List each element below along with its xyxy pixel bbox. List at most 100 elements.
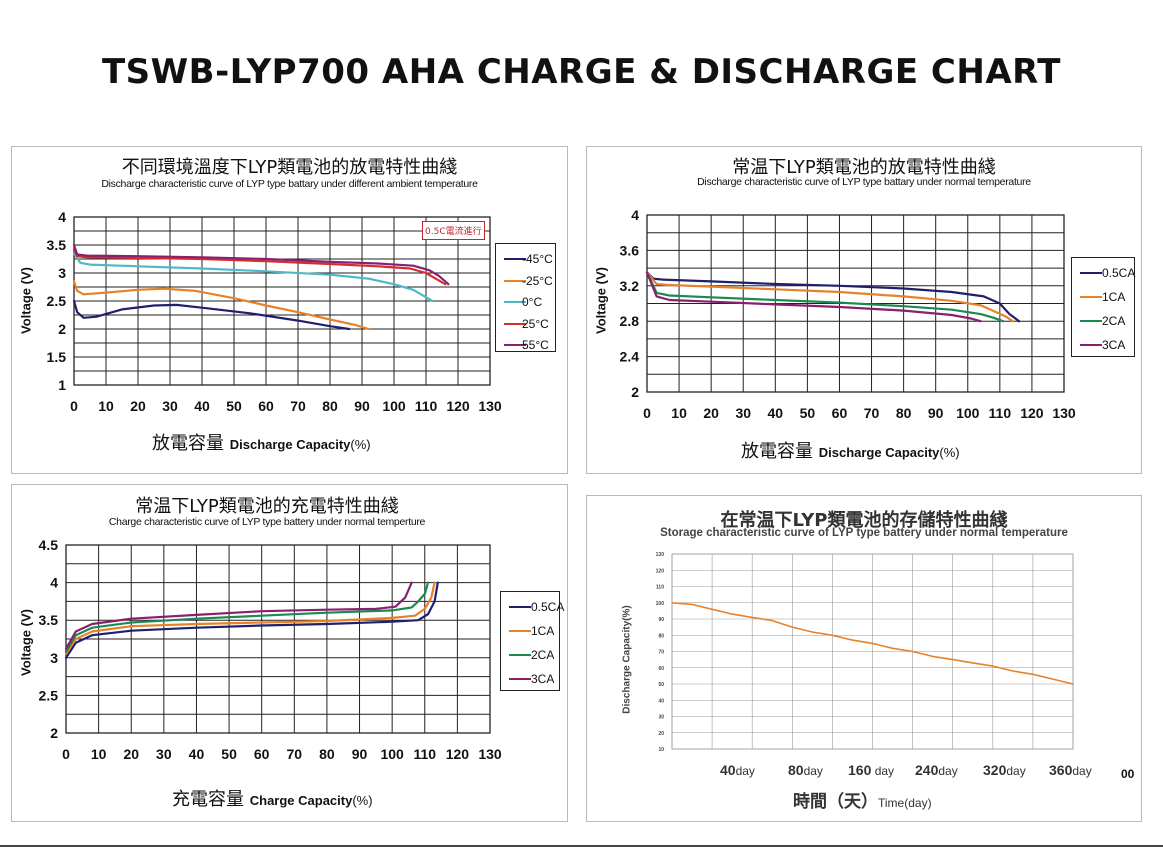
- x-tick-label: 130: [478, 398, 502, 414]
- x-axis-label: 放電容量 Discharge Capacity(%): [152, 429, 371, 455]
- x-tick-unit: day: [735, 764, 755, 778]
- series-line-1CA: [645, 271, 1014, 323]
- chart-title-cn: 常温下LYP類電池的充電特性曲綫: [135, 496, 399, 517]
- legend-swatch: [504, 258, 526, 260]
- x-tick-label: 120: [446, 746, 470, 762]
- x-tick-label: 50: [221, 746, 237, 762]
- y-tick-label: 130: [656, 552, 665, 558]
- y-tick-label: 4: [50, 575, 58, 591]
- x-axis-label-en: Time(day): [878, 796, 932, 810]
- chart-title-cn: 不同環境溫度下LYP類電池的放電特性曲綫: [121, 157, 458, 178]
- y-axis-label: Voltage (V): [18, 609, 34, 676]
- legend: -45°C -25°C 0°C 25°C 55°C: [495, 243, 556, 352]
- y-tick-label: 30: [658, 715, 664, 721]
- legend-swatch: [509, 678, 531, 680]
- series-line-25°C: [72, 248, 447, 286]
- x-axis-label: 時間（天）Time(day): [793, 787, 932, 812]
- x-axis-unit: (%): [350, 437, 371, 452]
- grid: [65, 544, 491, 734]
- y-tick-label: 3.5: [47, 237, 67, 253]
- series-line--45°C: [72, 299, 351, 331]
- y-tick-label: 60: [658, 666, 664, 672]
- x-tick-label: 40: [768, 405, 784, 421]
- y-tick-label: 2.5: [47, 293, 67, 309]
- bottom-rule: [0, 845, 1163, 847]
- x-tick-label: 100: [956, 405, 980, 421]
- legend-label: 2CA: [531, 648, 555, 662]
- y-tick-label: 90: [658, 617, 664, 623]
- series-line-0.5CA: [64, 581, 439, 659]
- y-tick-label: 10: [658, 747, 664, 753]
- x-axis-label-en: Discharge Capacity: [229, 437, 351, 452]
- y-tick-label: 3: [50, 650, 58, 666]
- x-tick-number: 240: [915, 762, 939, 778]
- x-tick-label: 120: [446, 398, 470, 414]
- y-tick-label: 2.5: [39, 687, 59, 703]
- legend-label: 1CA: [531, 624, 555, 638]
- legend-swatch: [504, 322, 526, 325]
- legend-label: 0.5CA: [1102, 266, 1136, 280]
- y-axis-label: Discharge Capacity(%): [621, 605, 633, 714]
- y-tick-label: 100: [656, 601, 665, 607]
- chart-title-cn: 常温下LYP類電池的放電特性曲綫: [732, 157, 996, 178]
- x-tick-number: 80: [788, 762, 804, 778]
- x-tick-label: 60: [832, 405, 848, 421]
- x-tick-label: 10: [98, 398, 114, 414]
- chart-title-en: Discharge characteristic curve of LYP ty…: [101, 178, 478, 190]
- y-tick-label: 4.5: [39, 537, 59, 553]
- x-tick-label: 110: [989, 405, 1012, 421]
- y-tick-label: 1: [58, 377, 66, 393]
- x-tick-label: 60: [254, 746, 270, 762]
- x-tick-label: 70: [290, 398, 306, 414]
- legend-swatch: [1080, 272, 1102, 274]
- y-tick-label: 1.5: [47, 349, 67, 365]
- legend-swatch: [1080, 296, 1102, 298]
- x-tick-label: 80: [319, 746, 335, 762]
- chart-title-en: Charge characteristic curve of LYP type …: [108, 516, 426, 528]
- legend: 0.5CA 1CA 2CA 3CA: [1071, 257, 1135, 357]
- grid: [646, 214, 1065, 393]
- x-tick-label: 30: [156, 746, 172, 762]
- x-tick-label: 40day: [720, 762, 755, 778]
- legend-swatch: [504, 279, 526, 282]
- x-tick-label: 10: [91, 746, 107, 762]
- x-axis-label-cn: 時間（天）: [793, 792, 878, 812]
- y-tick-label: 50: [658, 682, 664, 688]
- legend-swatch: [504, 344, 526, 346]
- x-tick-label: 20: [123, 746, 139, 762]
- x-tick-label: 110: [413, 746, 436, 762]
- chart-title-en: Discharge characteristic curve of LYP ty…: [697, 176, 1031, 188]
- x-tick-label: 0: [70, 398, 78, 414]
- legend-label: 3CA: [531, 672, 555, 686]
- legend: 0.5CA 1CA 2CA 3CA: [500, 591, 564, 691]
- panel-storage: 在常温下LYP類電池的存儲特性曲綫 Storage characteristic…: [586, 495, 1142, 822]
- x-tick-label: 60: [258, 398, 274, 414]
- series-line-3CA: [64, 581, 413, 650]
- legend-label: 1CA: [1102, 290, 1126, 304]
- x-axis-label: 充電容量 Charge Capacity(%): [172, 785, 373, 811]
- chart-discharge-rate: 22.42.83.23.640 10 20 30 40 50 60 70 80 90 100 110 1…: [620, 207, 1076, 421]
- y-axis-label: Voltage (V): [18, 267, 34, 334]
- x-tick-label: 240day: [915, 762, 958, 778]
- x-tick-label: 100: [380, 746, 404, 762]
- x-tick-label: 360day: [1049, 762, 1092, 778]
- y-axis-label: Voltage (V): [593, 267, 609, 334]
- x-tick-label: 70: [864, 405, 880, 421]
- x-tick-number: 40: [720, 762, 736, 778]
- y-tick-label: 120: [656, 568, 665, 574]
- x-tick-label: 80: [322, 398, 338, 414]
- x-axis-label: 放電容量 Discharge Capacity(%): [741, 437, 960, 463]
- x-tick-label: 20: [130, 398, 146, 414]
- x-tick-label: 70: [287, 746, 303, 762]
- x-tick-label: 0: [643, 405, 651, 421]
- legend-label: -45°C: [522, 252, 553, 266]
- chart-charge-rate: 2 2.5 3 3.5 4 4.5 0 10 20 30 40 50 60 70 80 90 100 110 120…: [39, 537, 502, 762]
- x-tick-label: 130: [478, 746, 502, 762]
- x-tick-label: 50: [226, 398, 242, 414]
- series-line-1CA: [64, 581, 436, 656]
- x-tick-label: 130: [1052, 405, 1076, 421]
- x-tick-unit: day: [1006, 764, 1026, 778]
- series-line-2CA: [64, 581, 430, 653]
- series-line-0°C: [72, 252, 434, 303]
- legend-label: 25°C: [522, 316, 549, 331]
